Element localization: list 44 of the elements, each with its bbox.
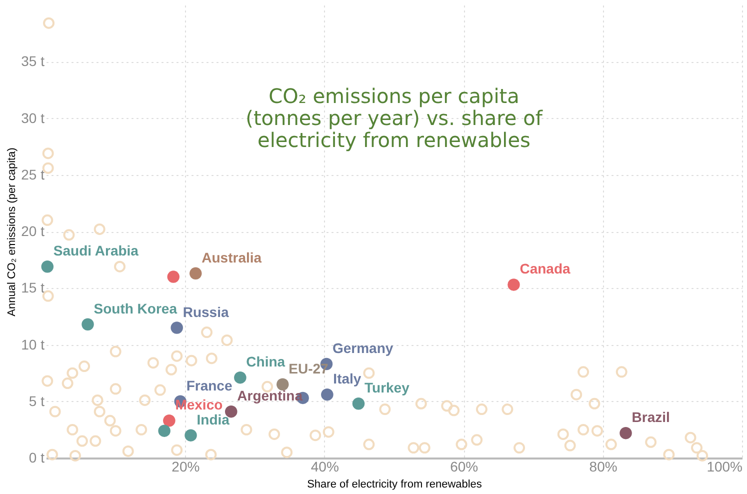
point [41,260,54,273]
annotation: Mexico [175,396,223,413]
x-tick-label: 80% [589,458,618,474]
y-axis-title: Annual CO₂ emissions (per capita) [6,148,18,316]
y-tick-label: 20 t [21,223,45,239]
point [352,398,365,410]
y-tick-label: 35 t [21,53,45,70]
y-tick-label: 5 t [28,392,45,409]
point [184,429,197,442]
y-tick-label: 15 t [21,280,45,296]
x-tick-label: 40% [310,458,339,474]
annotation: Canada [520,260,570,277]
y-tick-label: 10 t [21,336,45,352]
annotation: Italy [333,370,362,387]
point [276,378,289,390]
annotation: France [186,377,232,394]
x-axis-title: Share of electricity from renewables [307,478,482,490]
y-tick-label: 30 t [21,110,45,126]
x-tick-label: 20% [172,458,200,474]
point [163,414,176,427]
annotation: EU-27 [288,360,329,376]
text: CO₂ emissions per capita (tonnes per year) vs. share of electricity from renewables [246,84,544,152]
x-tick-label: 100% [706,458,742,474]
annotation: India [196,411,230,428]
point [158,424,170,437]
y-tick-label: 0 t [28,450,45,466]
point [321,388,334,401]
annotation: China [246,354,286,370]
annotation: South Korea [94,300,178,316]
y-tick-label: 25 t [21,166,45,182]
annotation: Brazil [632,409,670,426]
annotation: Turkey [364,380,410,396]
point [82,318,94,330]
annotation: Russia [182,304,229,320]
point [234,371,246,384]
x-tick-label: 60% [450,458,478,474]
point [620,426,632,440]
point [170,322,183,334]
point [190,267,202,280]
point [167,270,180,283]
annotation: Australia [202,249,262,266]
annotation: Saudi Arabia [53,242,139,259]
point [508,278,520,291]
annotation: Germany [332,340,394,356]
